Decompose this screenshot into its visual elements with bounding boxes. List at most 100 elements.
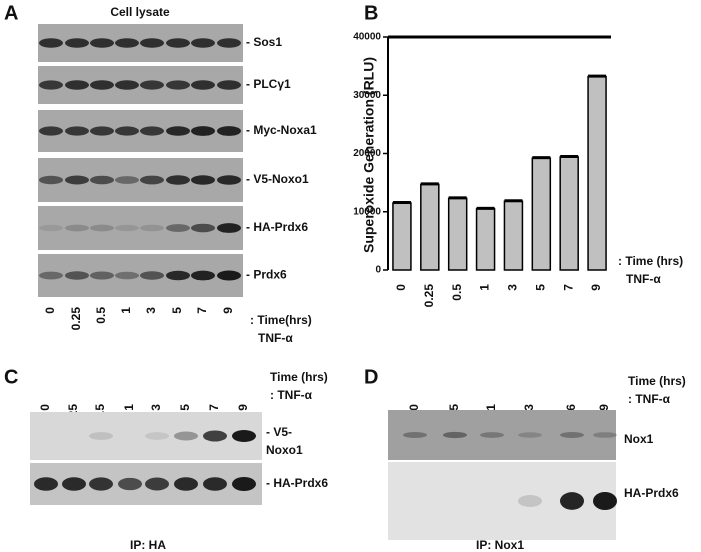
band — [217, 175, 241, 185]
band — [518, 432, 542, 438]
blot-label: - V5- — [266, 425, 292, 439]
lane-label: 0 — [38, 404, 52, 411]
band — [217, 80, 241, 90]
lane-label: 5 — [533, 284, 547, 291]
lane-label: 7 — [561, 284, 575, 291]
band — [145, 477, 169, 491]
band — [115, 176, 139, 184]
band — [39, 80, 63, 90]
band — [217, 223, 241, 233]
footer: IP: HA — [130, 538, 166, 552]
band — [39, 224, 63, 232]
band — [174, 431, 198, 441]
lane-label: 0 — [43, 307, 57, 314]
band — [518, 495, 542, 507]
band — [166, 224, 190, 232]
band — [560, 492, 584, 510]
lane-label: 0.25 — [422, 284, 436, 308]
band — [115, 271, 139, 280]
blot-label: - Sos1 — [246, 35, 282, 49]
lane-label: 3 — [144, 307, 158, 314]
band — [191, 38, 215, 48]
bar — [420, 183, 440, 271]
header: Time (hrs) — [270, 370, 328, 384]
band — [174, 477, 198, 491]
band — [203, 477, 227, 491]
band — [480, 432, 504, 438]
band — [593, 492, 617, 510]
panel-label: C — [4, 366, 18, 388]
band — [232, 477, 256, 491]
error-cap — [392, 201, 411, 205]
band — [39, 126, 63, 136]
band — [39, 38, 63, 48]
band — [90, 38, 114, 48]
blot-label: - PLCγ1 — [246, 77, 291, 91]
band — [140, 175, 164, 185]
lane-label: 1 — [484, 404, 498, 411]
blot-title: Cell lysate — [110, 5, 170, 19]
band — [140, 126, 164, 136]
band — [39, 271, 63, 280]
band — [90, 224, 114, 232]
band — [90, 80, 114, 90]
bar — [503, 200, 524, 271]
lane-label: 0.5 — [94, 307, 108, 324]
band — [62, 477, 86, 491]
band — [140, 271, 164, 280]
blot-label: HA-Prdx6 — [624, 486, 679, 500]
blot-label: - Prdx6 — [246, 268, 287, 282]
y-tick-label: 0 — [375, 265, 381, 276]
band — [89, 432, 113, 440]
error-cap — [504, 199, 523, 203]
y-tick-label: 40000 — [353, 32, 381, 43]
band — [232, 430, 256, 442]
band — [90, 271, 114, 280]
band — [166, 175, 190, 185]
lane-label: 6 — [564, 404, 578, 411]
blot-label: - HA-Prdx6 — [246, 220, 308, 234]
band — [203, 430, 227, 442]
header: : TNF-α — [270, 388, 313, 402]
band — [115, 80, 139, 90]
band — [166, 80, 190, 90]
band — [65, 224, 89, 232]
error-cap — [560, 154, 579, 158]
band — [191, 126, 215, 136]
band — [593, 432, 617, 438]
band — [34, 477, 58, 491]
x-axis-label: TNF-α — [626, 272, 661, 286]
y-tick-label: 10000 — [353, 206, 381, 217]
band — [118, 477, 142, 491]
band — [166, 126, 190, 136]
lane-label: 5 — [178, 404, 192, 411]
lane-label: 7 — [207, 404, 221, 411]
band — [140, 38, 164, 48]
lane-label: 3 — [522, 404, 536, 411]
band — [560, 432, 584, 438]
band — [115, 126, 139, 136]
lane-label: 1 — [122, 404, 136, 411]
band — [65, 38, 89, 48]
lane-label: 5 — [170, 307, 184, 314]
bar — [447, 197, 468, 271]
band — [65, 126, 89, 136]
blot-label: Noxo1 — [266, 443, 303, 457]
error-cap — [448, 196, 467, 200]
bar — [531, 157, 552, 271]
band — [65, 271, 89, 280]
error-cap — [532, 156, 551, 160]
lane-label: 9 — [221, 307, 235, 314]
blot-label: - Myc-Noxa1 — [246, 123, 317, 137]
band — [166, 270, 190, 281]
lane-label: 0 — [394, 284, 408, 291]
band — [166, 38, 190, 48]
band — [403, 432, 427, 438]
band — [443, 431, 467, 439]
bar — [392, 202, 412, 271]
lane-label: 3 — [506, 284, 520, 291]
lane-label: 0.25 — [69, 307, 83, 331]
band — [140, 80, 164, 90]
band — [191, 175, 215, 185]
